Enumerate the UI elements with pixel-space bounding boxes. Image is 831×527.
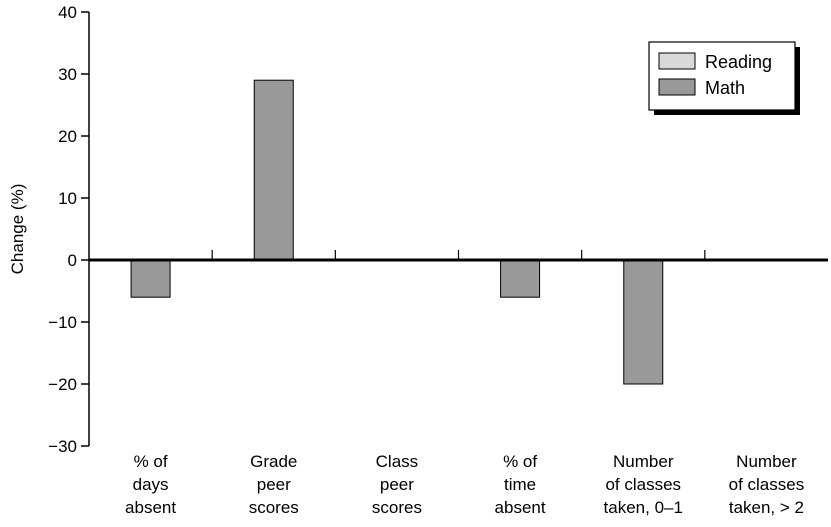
y-axis-label: Change (%) xyxy=(8,184,27,275)
category-label: Number xyxy=(613,452,674,471)
y-tick-label: 30 xyxy=(58,65,77,84)
category-label: absent xyxy=(125,498,176,517)
category-label: Number xyxy=(736,452,797,471)
category-label: taken, 0–1 xyxy=(604,498,683,517)
category-label: peer xyxy=(257,475,291,494)
category-labels: % of days absent Grade peer scores Class peer sc… xyxy=(125,452,804,517)
category-label: time xyxy=(504,475,536,494)
category-label: % of xyxy=(134,452,168,471)
bars xyxy=(130,79,664,385)
legend-swatch-math xyxy=(658,78,696,96)
y-tick-label: 0 xyxy=(68,251,77,270)
category-label: of classes xyxy=(605,475,681,494)
category-label: scores xyxy=(372,498,422,517)
category-label: of classes xyxy=(729,475,805,494)
category-label: days xyxy=(133,475,169,494)
category-label: taken, > 2 xyxy=(729,498,804,517)
y-tick-label: 40 xyxy=(58,3,77,22)
category-label: % of xyxy=(503,452,537,471)
y-tick-label: −20 xyxy=(48,375,77,394)
category-label: Class xyxy=(376,452,419,471)
y-tick-label: 20 xyxy=(58,127,77,146)
legend: Reading Math xyxy=(648,41,800,115)
category-label: peer xyxy=(380,475,414,494)
y-axis-ticks: 40 30 20 10 0 −10 −20 −30 xyxy=(48,3,89,456)
legend-label-math: Math xyxy=(705,78,745,98)
legend-swatch-reading xyxy=(658,52,696,70)
category-label: scores xyxy=(249,498,299,517)
y-tick-label: −10 xyxy=(48,313,77,332)
category-separator-ticks xyxy=(211,250,706,260)
bar-math-0 xyxy=(130,259,171,298)
legend-label-reading: Reading xyxy=(705,52,772,72)
y-tick-label: 10 xyxy=(58,189,77,208)
bar-math-3 xyxy=(500,259,541,298)
category-label: Grade xyxy=(250,452,297,471)
category-label: absent xyxy=(495,498,546,517)
bar-math-4 xyxy=(623,259,664,385)
y-tick-label: −30 xyxy=(48,437,77,456)
bar-math-1 xyxy=(253,79,294,261)
